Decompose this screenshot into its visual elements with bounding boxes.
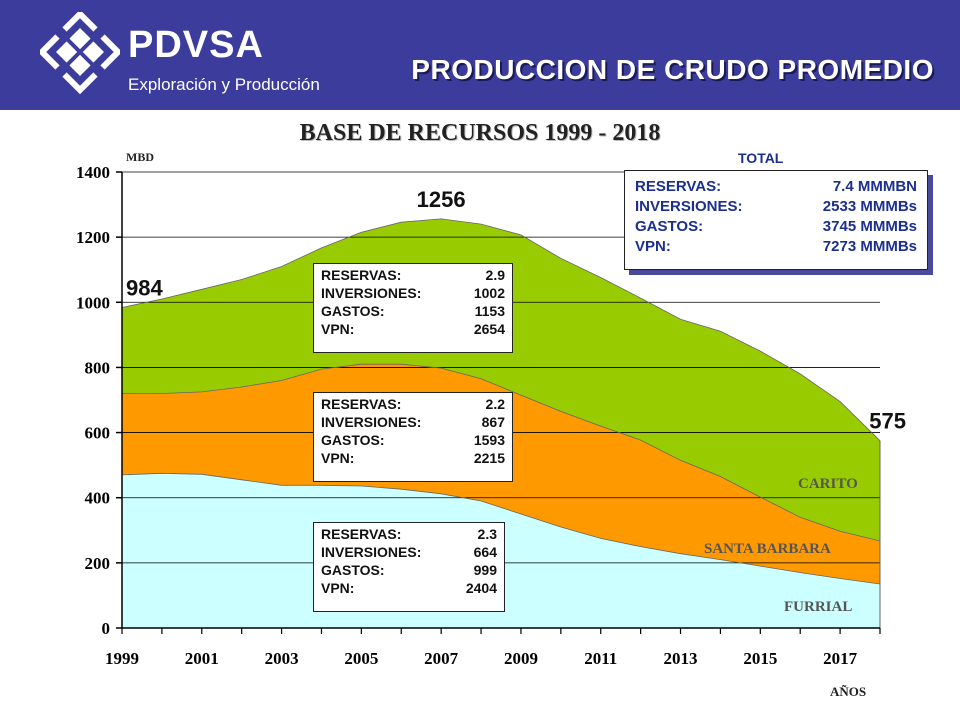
metric-label: RESERVAS:	[321, 526, 402, 542]
x-tick-label: 2013	[664, 649, 698, 668]
x-tick-label: 2007	[424, 649, 459, 668]
total-value: 7.4 MMMBN	[832, 178, 917, 195]
header-banner: PDVSA Exploración y Producción PRODUCCIO…	[0, 0, 960, 110]
y-tick-label: 1400	[76, 163, 110, 182]
x-tick-label: 1999	[105, 649, 139, 668]
metric-label: INVERSIONES:	[321, 285, 422, 301]
x-tick-label: 2017	[823, 649, 858, 668]
total-label: RESERVAS:	[635, 178, 722, 195]
x-tick-label: 2001	[185, 649, 219, 668]
total-value: 2533 MMMBs	[822, 198, 917, 215]
x-tick-label: 2005	[344, 649, 378, 668]
y-tick-label: 200	[85, 554, 111, 573]
metric-value: 2654	[473, 321, 505, 337]
metric-label: INVERSIONES:	[321, 414, 422, 430]
y-tick-label: 0	[102, 619, 111, 638]
metric-label: VPN:	[321, 580, 355, 596]
total-value-label: 984	[126, 275, 163, 300]
metric-label: GASTOS:	[321, 303, 385, 319]
chart-title: BASE DE RECURSOS 1999 - 2018	[299, 120, 661, 146]
santa-barbara-metrics-box: RESERVAS: 2.2 INVERSIONES: 867 GASTOS: 1593…	[313, 392, 513, 482]
metric-value: 2.2	[485, 396, 505, 412]
metric-value: 2.3	[477, 526, 497, 542]
metric-value: 999	[473, 562, 497, 578]
carito-metrics-box: RESERVAS: 2.9 INVERSIONES: 1002 GASTOS: 115…	[313, 263, 513, 353]
series-line-furrial	[121, 472, 881, 585]
region-label-carito: CARITO	[798, 476, 858, 492]
total-label: INVERSIONES:	[635, 198, 743, 215]
metric-label: INVERSIONES:	[321, 544, 422, 560]
total-heading: TOTAL	[738, 150, 784, 166]
total-label: VPN:	[635, 238, 671, 255]
y-tick-label: 600	[85, 424, 111, 443]
y-axis-label: MBD	[126, 150, 154, 164]
furrial-metrics-box: RESERVAS: 2.3 INVERSIONES: 664 GASTOS: 999 …	[313, 522, 505, 612]
total-value: 3745 MMMBs	[822, 218, 917, 235]
metric-label: GASTOS:	[321, 562, 385, 578]
x-axis-label: AÑOS	[830, 684, 867, 699]
series-line-santa-barbara	[122, 363, 881, 542]
y-tick-label: 1000	[76, 293, 110, 312]
metric-value: 867	[481, 414, 505, 430]
area-carito	[122, 218, 880, 541]
total-label: GASTOS:	[635, 218, 704, 235]
metric-value: 2404	[465, 580, 497, 596]
metric-value: 1002	[473, 285, 505, 301]
y-tick-label: 1200	[76, 228, 110, 247]
total-value-label: 575	[869, 409, 906, 434]
total-metrics-box: RESERVAS: 7.4 MMMBN INVERSIONES: 2533 MMMB…	[624, 170, 928, 270]
metric-label: VPN:	[321, 321, 355, 337]
metric-label: GASTOS:	[321, 432, 385, 448]
x-tick-label: 2015	[743, 649, 777, 668]
metric-label: RESERVAS:	[321, 267, 402, 283]
total-value-label: 1256	[417, 187, 466, 212]
brand-name: PDVSA	[128, 24, 264, 66]
brand-subtitle: Exploración y Producción	[128, 75, 320, 94]
metric-label: VPN:	[321, 450, 355, 466]
total-value: 7273 MMMBs	[822, 238, 917, 255]
metric-value: 664	[473, 544, 497, 560]
metric-value: 2215	[473, 450, 505, 466]
metric-value: 1593	[473, 432, 505, 448]
pdvsa-logo-icon	[40, 12, 120, 94]
y-tick-label: 400	[85, 489, 111, 508]
region-label-furrial: FURRIAL	[784, 599, 853, 615]
metric-label: RESERVAS:	[321, 396, 402, 412]
x-tick-label: 2003	[265, 649, 299, 668]
region-label-santa-barbara: SANTA BARBARA	[704, 541, 831, 557]
x-tick-label: 2011	[584, 649, 617, 668]
series-line-carito	[121, 218, 881, 441]
y-tick-label: 800	[85, 358, 111, 377]
page-title: PRODUCCION DE CRUDO PROMEDIO	[411, 54, 934, 85]
x-tick-label: 2009	[504, 649, 538, 668]
metric-value: 1153	[474, 303, 505, 319]
metric-value: 2.9	[485, 267, 505, 283]
